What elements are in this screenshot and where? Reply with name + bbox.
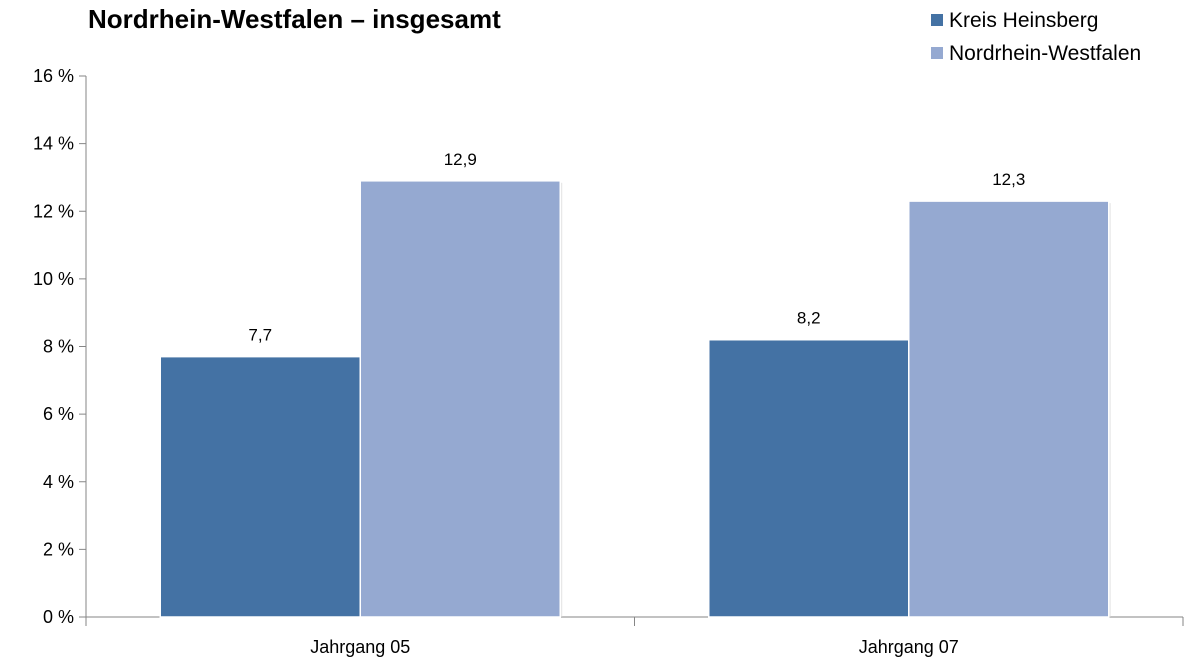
y-tick-label: 14 % bbox=[33, 134, 74, 154]
legend-swatch bbox=[931, 14, 943, 26]
y-axis: 0 % 2 % 4 % 6 % 8 % 10 % 12 % 14 % 16 % bbox=[33, 66, 87, 627]
legend: Kreis Heinsberg Nordrhein-Westfalen bbox=[931, 9, 1141, 65]
data-label: 12,9 bbox=[444, 150, 477, 169]
data-labels: 7,7 12,9 8,2 12,3 bbox=[248, 150, 1025, 345]
x-tick-label: Jahrgang 05 bbox=[310, 637, 410, 657]
y-tick-label: 8 % bbox=[43, 337, 74, 357]
x-axis: Jahrgang 05 Jahrgang 07 bbox=[85, 616, 1184, 657]
y-tick-label: 2 % bbox=[43, 539, 74, 559]
legend-label: Kreis Heinsberg bbox=[949, 9, 1098, 32]
data-label: 12,3 bbox=[992, 170, 1025, 189]
legend-swatch bbox=[931, 47, 943, 59]
x-tick-label: Jahrgang 07 bbox=[859, 637, 959, 657]
legend-label: Nordrhein-Westfalen bbox=[949, 42, 1141, 65]
data-label: 8,2 bbox=[797, 309, 821, 328]
bar bbox=[708, 338, 910, 618]
y-tick-label: 0 % bbox=[43, 607, 74, 627]
chart-title: Nordrhein-Westfalen – insgesamt bbox=[88, 4, 501, 34]
y-tick-label: 12 % bbox=[33, 201, 74, 221]
bar bbox=[359, 180, 561, 618]
y-tick-label: 10 % bbox=[33, 269, 74, 289]
y-tick-label: 4 % bbox=[43, 472, 74, 492]
bar bbox=[159, 355, 361, 618]
bars bbox=[159, 180, 1111, 618]
bar bbox=[908, 200, 1110, 618]
y-tick-label: 6 % bbox=[43, 404, 74, 424]
y-tick-label: 16 % bbox=[33, 66, 74, 86]
data-label: 7,7 bbox=[248, 326, 272, 345]
